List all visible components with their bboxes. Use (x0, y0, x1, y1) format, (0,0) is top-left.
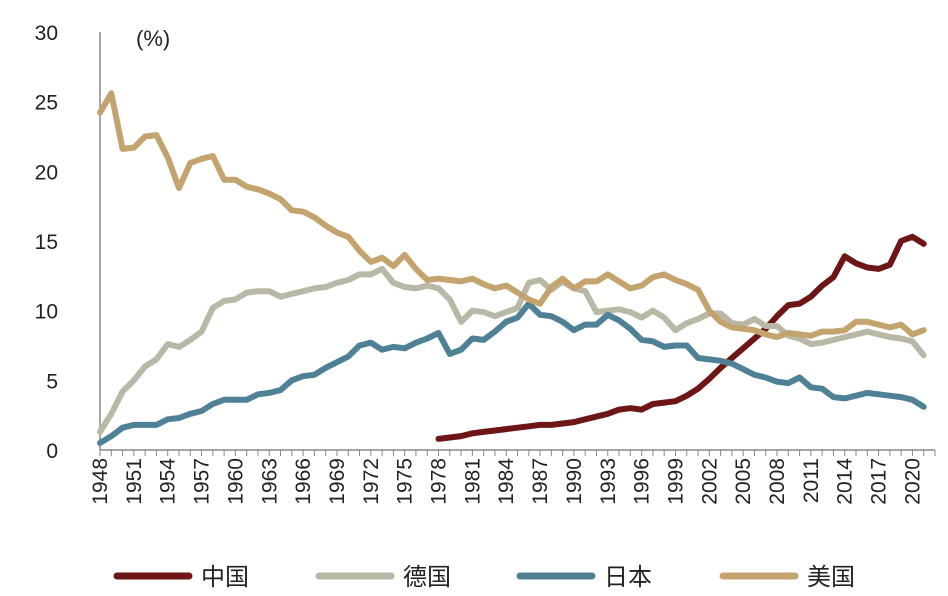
x-tick-label: 1999 (664, 458, 687, 505)
legend-item: 德国 (315, 563, 451, 591)
x-tick-label: 2017 (868, 458, 891, 505)
x-tick-label: 2011 (800, 458, 823, 503)
x-axis: 1948 1951 1954 1957 1960 1963 1966 1969 1972 1975… (89, 449, 936, 505)
x-tick-label: 1972 (360, 458, 383, 505)
series-line (97, 300, 927, 446)
x-tick-label: 2020 (901, 458, 924, 505)
x-tick-label: 1996 (631, 458, 654, 505)
x-tick-label: 1975 (394, 458, 417, 505)
series-lines (97, 90, 927, 446)
x-tick-label: 1966 (292, 458, 315, 505)
unit-label: (%) (136, 26, 170, 51)
legend-label: 日本 (604, 563, 652, 591)
series-line (97, 90, 927, 341)
y-tick-label: 25 (35, 92, 58, 115)
legend-item: 日本 (516, 563, 652, 591)
legend: 中国 德国 日本 美国 (113, 563, 855, 591)
x-tick-label: 1978 (428, 458, 451, 505)
x-tick-label: 1954 (157, 458, 180, 505)
x-tick-label: 1987 (529, 458, 552, 505)
y-tick-label: 0 (46, 440, 58, 463)
series-line (435, 233, 927, 442)
x-tick-label: 1951 (123, 458, 146, 505)
legend-label: 德国 (403, 563, 451, 591)
legend-label: 美国 (807, 563, 855, 591)
x-tick-label: 2014 (834, 458, 857, 505)
x-tick-label: 2005 (732, 458, 755, 505)
x-tick-label: 1969 (326, 458, 349, 505)
y-tick-label: 15 (35, 231, 58, 254)
x-tick-label: 1990 (563, 458, 586, 505)
y-tick-label: 30 (35, 22, 58, 45)
x-tick-label: 1984 (495, 458, 518, 505)
y-axis: 0 5 10 15 20 25 30 (35, 22, 101, 463)
x-tick-label: 1981 (461, 458, 484, 505)
legend-label: 中国 (201, 563, 249, 591)
x-tick-label: 1957 (191, 458, 214, 505)
legend-item: 中国 (113, 563, 249, 591)
x-tick-label: 2008 (766, 458, 789, 505)
x-tick-label: 1993 (597, 458, 620, 505)
y-tick-label: 20 (35, 161, 58, 184)
series-line (97, 265, 927, 435)
x-tick-label: 2002 (698, 458, 721, 505)
x-tick-label: 1948 (89, 458, 112, 505)
x-tick-label: 1960 (224, 458, 247, 505)
y-tick-label: 5 (46, 370, 58, 393)
y-tick-label: 10 (35, 301, 58, 324)
x-tick-label: 1963 (258, 458, 281, 505)
legend-item: 美国 (719, 563, 855, 591)
